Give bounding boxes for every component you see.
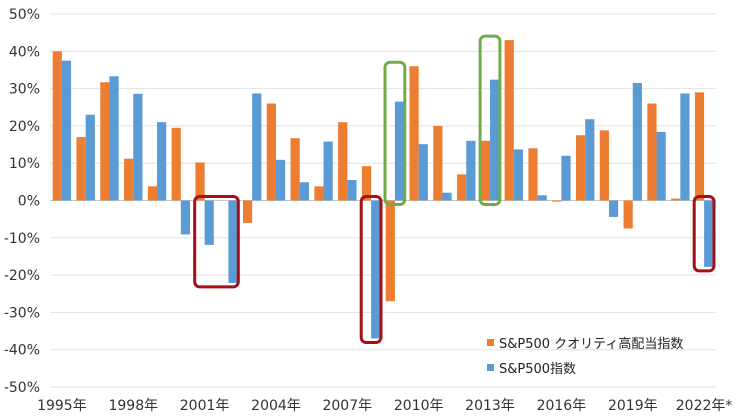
legend: S&P500 クオリティ高配当指数 S&P500指数 xyxy=(487,336,683,377)
x-tick-label: 2019年 xyxy=(608,398,658,414)
y-tick-label: -20% xyxy=(4,268,40,284)
bar-series-1-2021 xyxy=(680,93,690,201)
y-tick-label: 0% xyxy=(18,194,40,210)
bar-series-0-2009 xyxy=(385,200,395,302)
bar-series-1-2008 xyxy=(371,200,381,339)
highlight-box-0 xyxy=(193,195,240,289)
bar-series-0-2005 xyxy=(290,138,300,201)
y-axis-tick-labels: -50% -40% -30% -20% -10% 0% 10% 20% 30% 40% 50% xyxy=(4,7,40,396)
bar-series-1-1995 xyxy=(61,60,72,201)
bar-series-1-1996 xyxy=(85,114,95,201)
bar-series-1-2011 xyxy=(442,192,452,201)
y-tick-label: -10% xyxy=(4,231,40,247)
bar-series-0-2010 xyxy=(409,66,419,201)
bar-series-0-2015 xyxy=(528,148,538,201)
legend-swatch-sp500 xyxy=(487,364,494,371)
bar-series-1-2022 xyxy=(704,200,714,267)
bar-series-1-2002 xyxy=(228,200,238,283)
bar-series-1-2007 xyxy=(347,179,357,201)
bar-series-1-2016 xyxy=(561,155,571,201)
bar-series-1-2020 xyxy=(656,131,666,201)
bar-series-1-2004 xyxy=(275,159,286,201)
y-tick-label: -40% xyxy=(4,343,40,359)
y-tick-label: 50% xyxy=(9,7,40,23)
x-tick-label: 2007年 xyxy=(322,398,372,414)
bar-series-1-1997 xyxy=(109,76,119,201)
bar-series-0-1995 xyxy=(52,51,62,201)
y-tick-label: 10% xyxy=(9,156,40,172)
bar-series-0-2020 xyxy=(647,103,657,201)
bar-series-0-2003 xyxy=(242,200,253,223)
x-tick-label: 1998年 xyxy=(108,398,158,414)
bar-series-1-2003 xyxy=(252,93,262,201)
x-tick-label: 2022年* xyxy=(676,398,733,414)
bar-series-1-2000 xyxy=(180,200,191,235)
bar-series-1-2006 xyxy=(323,141,333,201)
bar-series-0-2016 xyxy=(552,200,562,202)
bar-series-0-2017 xyxy=(575,135,586,201)
bar-series-1-2001 xyxy=(204,200,214,245)
legend-label-sp500: S&P500指数 xyxy=(499,362,576,377)
bar-series-1-2010 xyxy=(418,144,428,201)
legend-swatch-quality-dividend xyxy=(487,339,494,346)
bar-series-0-2012 xyxy=(457,174,467,201)
highlight-boxes xyxy=(193,34,716,344)
x-axis-tick-labels: 1995年 1998年 2001年 2004年 2007年 2010年 2013年 2016年… xyxy=(37,398,732,414)
bar-series-0-1999 xyxy=(147,186,158,201)
y-tick-label: 30% xyxy=(9,82,40,98)
bar-series-0-1996 xyxy=(76,137,86,201)
bar-series-0-2007 xyxy=(338,122,348,201)
bar-series-0-2014 xyxy=(504,40,514,201)
bar-series-0-2006 xyxy=(314,186,324,201)
bar-series-1-2009 xyxy=(394,101,405,201)
bar-series-0-2019 xyxy=(623,200,633,229)
bar-series-0-2013 xyxy=(480,140,491,201)
x-tick-label: 2013年 xyxy=(465,398,515,414)
y-tick-label: -50% xyxy=(4,380,40,396)
highlight-box-2 xyxy=(692,195,716,273)
bar-series-0-2022 xyxy=(694,92,705,201)
x-tick-label: 2004年 xyxy=(251,398,301,414)
bar-series-0-2011 xyxy=(433,125,443,201)
bar-series-1-2005 xyxy=(299,182,309,201)
bar-series-0-1998 xyxy=(124,158,134,201)
y-tick-label: 20% xyxy=(9,119,40,135)
bar-series-1-1998 xyxy=(133,93,143,201)
bar-series-1-2019 xyxy=(632,83,642,201)
y-tick-label: -30% xyxy=(4,305,40,321)
bar-series-0-2018 xyxy=(599,130,609,201)
y-tick-label: 40% xyxy=(9,44,40,60)
x-tick-label: 1995年 xyxy=(37,398,87,414)
bar-series-1-2015 xyxy=(537,195,547,201)
bar-series-1-2018 xyxy=(608,200,619,217)
x-tick-label: 2001年 xyxy=(180,398,230,414)
highlight-box-4 xyxy=(478,34,502,206)
bar-series-0-2021 xyxy=(671,198,681,201)
bar-series-1-2014 xyxy=(513,149,524,201)
bars xyxy=(52,40,714,339)
highlight-box-3 xyxy=(383,60,407,207)
bar-series-1-2012 xyxy=(466,140,476,201)
bar-series-1-2017 xyxy=(585,119,595,201)
bar-series-0-2001 xyxy=(195,162,205,201)
bar-series-1-2013 xyxy=(490,79,500,201)
x-tick-label: 2010年 xyxy=(394,398,444,414)
legend-label-quality-dividend: S&P500 クオリティ高配当指数 xyxy=(499,336,683,352)
bar-series-0-2000 xyxy=(171,127,181,201)
bar-series-0-2004 xyxy=(266,103,276,201)
highlight-box-1 xyxy=(359,195,383,344)
x-tick-label: 2016年 xyxy=(537,398,587,414)
bar-series-1-1999 xyxy=(157,122,167,201)
bar-series-0-1997 xyxy=(100,82,110,201)
bar-series-0-2008 xyxy=(361,166,372,201)
